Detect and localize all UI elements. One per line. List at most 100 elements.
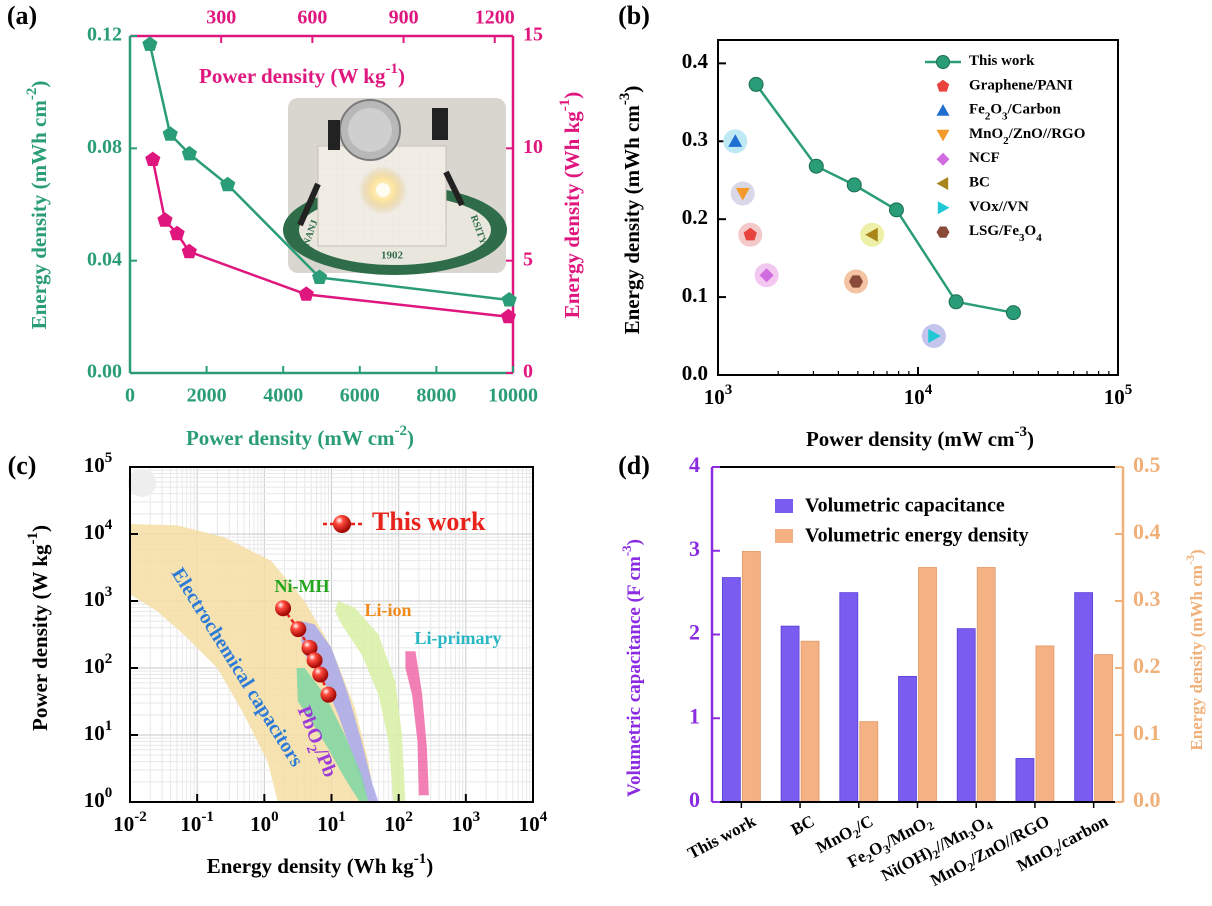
data-point-this-work (275, 600, 292, 617)
inset-text-3: 1902 (381, 250, 404, 262)
bar-energy-density (859, 721, 879, 803)
x-tick-label: Fe2O3/MnO2 (844, 811, 936, 874)
panel-b: (b) 103 104 105 0.0 0.1 0.2 0.3 0.4 Power density… (617, 1, 1132, 451)
panel-label-a: (a) (7, 1, 37, 30)
x-top-axis-title: Power density (W kg-1) (199, 61, 405, 87)
data-point-gravimetric (145, 151, 161, 166)
region-li-ion (334, 601, 406, 802)
data-point-this-work (948, 294, 964, 310)
data-point-this-work (748, 76, 764, 92)
inset-clip (432, 108, 448, 140)
legend-label: BC (969, 175, 990, 191)
legend-label: This work (969, 53, 1035, 69)
legend-label: MnO2/ZnO//RGO (969, 126, 1085, 146)
y-axis-title: Energy density (mWh cm-2) (24, 81, 50, 330)
data-point-areal (181, 145, 197, 161)
data-point-gravimetric (157, 212, 173, 227)
data-point-this-work (290, 621, 307, 638)
data-point-gravimetric (169, 225, 185, 241)
y-right-tick-label: 10 (523, 136, 543, 158)
bar-energy-density (1094, 654, 1114, 803)
x-tick-label: 2000 (187, 385, 227, 407)
inset-coin-cell-face (348, 108, 392, 152)
x-tick-label: 8000 (416, 385, 456, 407)
data-point-this-work (312, 666, 329, 683)
x-top-tick-label: 1200 (475, 7, 515, 29)
inset-lead-2 (443, 170, 465, 207)
y-tick-label: 1 (689, 703, 700, 728)
data-point-bc (865, 227, 878, 242)
bar-energy-density (976, 567, 996, 803)
x-tick-label: 0 (125, 385, 135, 407)
legend-marker (936, 152, 950, 166)
y-tick-label: 104 (84, 517, 113, 543)
y-tick-label: 3 (689, 536, 700, 561)
y-tick-label: 101 (84, 718, 113, 744)
bar-capacitance (721, 577, 741, 803)
x-tick-label: 10-1 (180, 809, 214, 835)
x-tick-label: 101 (317, 809, 346, 835)
panel-label-c: (c) (8, 451, 37, 480)
y-tick-label: 0.04 (87, 248, 122, 270)
data-point-this-work (1005, 305, 1021, 321)
region-electrochemical-capacitors (130, 524, 376, 802)
x-axis-title: Power density (mW cm-3) (806, 424, 1034, 450)
x-tick-label: 104 (519, 809, 548, 835)
y-tick-label: 0.3 (682, 127, 708, 151)
bar-capacitance (1074, 592, 1094, 803)
data-point-this-work (846, 177, 862, 193)
region-ni-mh (301, 621, 379, 802)
y-tick-label: 105 (84, 450, 113, 476)
x-tick-label: 6000 (340, 385, 380, 407)
data-point-areal (312, 269, 328, 284)
series-line-gravimetric (151, 159, 509, 319)
y-right-tick-label: 0 (523, 361, 533, 383)
legend-marker (936, 55, 950, 69)
y-axis-title: Volumetric capacitance (F cm-3) (619, 539, 645, 797)
bar-capacitance (1015, 758, 1035, 803)
y-tick-label: 103 (84, 584, 113, 610)
x-tick-label: This work (684, 811, 759, 863)
data-point-areal (501, 292, 517, 307)
y-right-tick-label: 0.5 (1133, 452, 1161, 477)
data-point-gravimetric (500, 308, 516, 324)
region-label-li-ion: Li-ion (364, 600, 411, 620)
bar-energy-density (1035, 645, 1055, 803)
x-top-tick-label: 300 (206, 7, 236, 29)
x-tick-label: 104 (904, 382, 933, 408)
y-tick-label: 0.1 (682, 283, 708, 307)
data-point-this-work (306, 652, 323, 669)
data-point-this-work (888, 202, 904, 218)
data-point-graphene-pani (743, 227, 757, 241)
data-point-fe2o3-carbon (728, 134, 743, 147)
y-tick-label: 0.08 (87, 136, 122, 158)
data-point-mno2-zno-rgo (735, 187, 750, 201)
y-right-tick-label: 15 (523, 24, 543, 46)
series-line-areal (148, 44, 510, 302)
data-point-ncf (759, 268, 774, 283)
legend-swatch-capacitance (775, 499, 793, 513)
x-axis-title: Power density (mW cm-2) (186, 423, 414, 449)
data-point-this-work (808, 158, 824, 174)
x-tick-label: 105 (1104, 382, 1133, 408)
inset-clip-2 (328, 120, 340, 150)
legend-label: NCF (969, 151, 1000, 167)
panel-c: (c) 10-2 10-1 100 101 102 103 104 100 101 102 103 10… (8, 450, 548, 877)
data-point-areal (220, 176, 236, 192)
data-point-this-work (301, 639, 318, 656)
legend-marker (936, 79, 950, 92)
legend-label: LSG/Fe3O4 (969, 224, 1042, 244)
legend-label: Fe2O3/Carbon (969, 102, 1062, 122)
data-point-areal (142, 36, 158, 51)
y-right-tick-label: 0.4 (1133, 519, 1161, 544)
legend-marker (333, 515, 351, 533)
y-tick-label: 0.2 (682, 205, 708, 229)
data-point-areal (162, 126, 178, 141)
legend-label: This work (372, 507, 486, 536)
data-point-vox-vn (928, 329, 941, 344)
x-tick-label: 100 (250, 809, 279, 835)
legend-marker (936, 226, 950, 238)
legend-swatch-energy-density (775, 529, 793, 543)
y-tick-label: 4 (689, 452, 700, 477)
legend-marker (936, 129, 950, 142)
